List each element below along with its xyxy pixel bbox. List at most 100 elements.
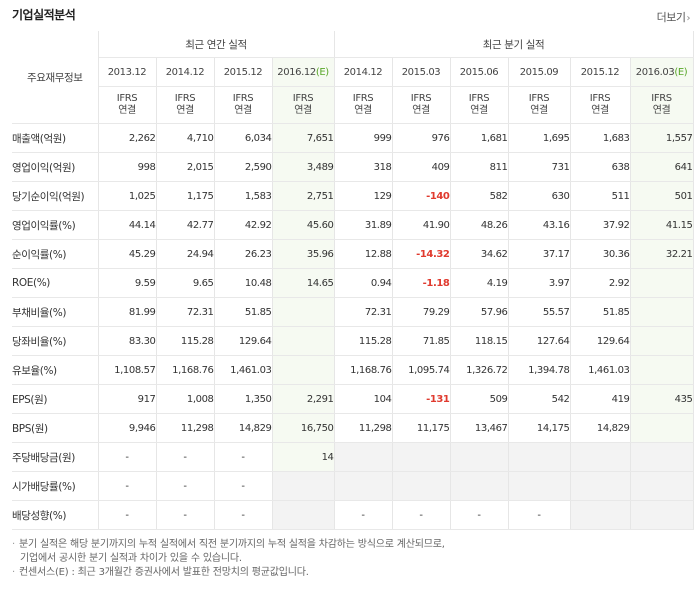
table-cell: 51.85 xyxy=(214,297,273,327)
table-cell: 1,168.76 xyxy=(156,355,215,385)
table-cell: 16,750 xyxy=(272,413,335,443)
table-row: 시가배당률(%) - - - xyxy=(12,471,694,501)
table-cell: -14.32 xyxy=(392,239,451,269)
table-cell: 1,394.78 xyxy=(508,355,571,385)
table-cell: 41.15 xyxy=(630,210,694,240)
table-cell: 4.19 xyxy=(450,268,509,298)
estimate-marker: (E) xyxy=(315,66,329,78)
table-cell: 71.85 xyxy=(392,326,451,356)
table-cell: - xyxy=(156,500,215,530)
table-cell: 1,025 xyxy=(98,181,157,211)
footnote-line: · 컨센서스(E) : 최근 3개월간 증권사에서 발표한 전망치의 평균값입니다… xyxy=(12,567,309,578)
table-cell: 641 xyxy=(630,152,694,182)
table-cell: 2,262 xyxy=(98,123,157,153)
accounting-standard-header: IFRS 연결 xyxy=(570,86,631,124)
ifrs-label: IFRS xyxy=(528,93,550,104)
consolidated-label: 연결 xyxy=(354,105,372,116)
table-cell xyxy=(272,355,335,385)
row-label: BPS(원) xyxy=(12,413,99,443)
table-cell: 582 xyxy=(450,181,509,211)
table-cell: - xyxy=(392,500,451,530)
table-cell: 37.92 xyxy=(570,210,631,240)
table-cell xyxy=(570,500,631,530)
row-label: 유보율(%) xyxy=(12,355,99,385)
period-header: 2015.12 xyxy=(214,57,273,87)
table-cell: 127.64 xyxy=(508,326,571,356)
table-row: 유보율(%) 1,108.57 1,168.76 1,461.03 1,168.76 1,… xyxy=(12,355,694,385)
consolidated-label: 연결 xyxy=(412,105,430,116)
table-cell xyxy=(272,500,335,530)
table-cell: 14,829 xyxy=(214,413,273,443)
table-row: 순이익률(%) 45.29 24.94 26.23 35.96 12.88 -14.32 34… xyxy=(12,239,694,269)
table-cell xyxy=(570,442,631,472)
more-link[interactable]: 더보기› xyxy=(656,9,691,25)
table-cell: -140 xyxy=(392,181,451,211)
chevron-right-icon: › xyxy=(686,13,691,24)
table-cell: 11,298 xyxy=(334,413,393,443)
table-cell: - xyxy=(214,471,273,501)
table-row: 배당성향(%) - - - - - - - xyxy=(12,500,694,530)
table-cell: 42.77 xyxy=(156,210,215,240)
consolidated-label: 연결 xyxy=(470,105,488,116)
table-cell: - xyxy=(156,471,215,501)
row-label: 매출액(억원) xyxy=(12,123,99,153)
table-cell: 14,175 xyxy=(508,413,571,443)
row-label: 순이익률(%) xyxy=(12,239,99,269)
period-header: 2015.06 xyxy=(450,57,509,87)
financial-info-header: 주요재무정보 xyxy=(12,31,99,124)
table-cell: 0.94 xyxy=(334,268,393,298)
table-cell: 129.64 xyxy=(214,326,273,356)
table-cell: 999 xyxy=(334,123,393,153)
table-row: EPS(원) 917 1,008 1,350 2,291 104 -131 509 542 419… xyxy=(12,384,694,414)
table-cell xyxy=(334,442,393,472)
table-cell: 44.14 xyxy=(98,210,157,240)
table-cell: 409 xyxy=(392,152,451,182)
section-title: 기업실적분석 xyxy=(12,8,76,22)
table-cell: 118.15 xyxy=(450,326,509,356)
table-cell: 104 xyxy=(334,384,393,414)
consolidated-label: 연결 xyxy=(591,105,609,116)
table-row: BPS(원) 9,946 11,298 14,829 16,750 11,298 11,17… xyxy=(12,413,694,443)
table-cell: 3,489 xyxy=(272,152,335,182)
table-cell: 2,751 xyxy=(272,181,335,211)
table-cell: 1,108.57 xyxy=(98,355,157,385)
accounting-standard-header: IFRS 연결 xyxy=(272,86,335,124)
table-cell: 31.89 xyxy=(334,210,393,240)
table-cell: 115.28 xyxy=(156,326,215,356)
table-cell: 115.28 xyxy=(334,326,393,356)
table-cell: 34.62 xyxy=(450,239,509,269)
footnote-line: · 분기 실적은 해당 분기까지의 누적 실적에서 직전 분기까지의 누적 실적을… xyxy=(12,539,445,550)
more-label: 더보기 xyxy=(656,11,686,24)
table-cell: - xyxy=(334,500,393,530)
table-cell: 2,291 xyxy=(272,384,335,414)
consolidated-label: 연결 xyxy=(652,105,671,116)
table-cell: 51.85 xyxy=(570,297,631,327)
table-row: 영업이익(억원) 998 2,015 2,590 3,489 318 409 811 731 63… xyxy=(12,152,694,182)
table-cell: 2.92 xyxy=(570,268,631,298)
table-row: ROE(%) 9.59 9.65 10.48 14.65 0.94 -1.18 4.19 3.9… xyxy=(12,268,694,298)
table-cell: 11,175 xyxy=(392,413,451,443)
table-cell: - xyxy=(508,500,571,530)
table-cell: 811 xyxy=(450,152,509,182)
table-cell: - xyxy=(98,500,157,530)
period-header: 2015.09 xyxy=(508,57,571,87)
table-cell: 638 xyxy=(570,152,631,182)
table-cell: 129 xyxy=(334,181,393,211)
table-cell xyxy=(272,326,335,356)
table-cell: 14 xyxy=(272,442,335,472)
row-label: 주당배당금(원) xyxy=(12,442,99,472)
row-label: 당좌비율(%) xyxy=(12,326,99,356)
accounting-standard-header: IFRS 연결 xyxy=(630,86,694,124)
table-cell: 1,350 xyxy=(214,384,273,414)
accounting-standard-header: IFRS 연결 xyxy=(214,86,273,124)
table-cell xyxy=(392,442,451,472)
table-cell: 731 xyxy=(508,152,571,182)
table-cell: 976 xyxy=(392,123,451,153)
table-cell: 2,590 xyxy=(214,152,273,182)
table-cell: 1,583 xyxy=(214,181,273,211)
estimate-marker: (E) xyxy=(674,66,688,78)
table-cell: 998 xyxy=(98,152,157,182)
table-cell: 83.30 xyxy=(98,326,157,356)
table-cell: 6,034 xyxy=(214,123,273,153)
row-label: 영업이익(억원) xyxy=(12,152,99,182)
